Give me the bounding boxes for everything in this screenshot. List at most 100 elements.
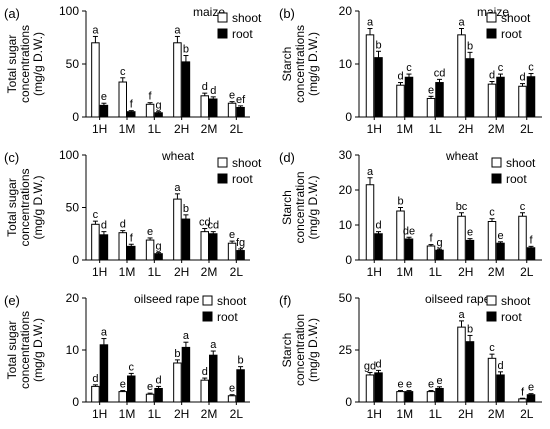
y-axis-label: concentrations (18, 25, 32, 103)
chart-title: wheat (445, 149, 479, 163)
significance-letter: d (202, 81, 208, 93)
bar-shoot (426, 391, 436, 403)
x-tick-label: 1H (92, 122, 107, 136)
significance-letter: e (436, 375, 442, 387)
significance-letter: a (210, 339, 217, 351)
significance-letter: d (397, 71, 403, 83)
significance-letter: c (406, 62, 412, 74)
x-tick-label: 1H (367, 265, 382, 279)
bar-root (127, 111, 136, 118)
legend-swatch-shoot (217, 12, 228, 23)
x-tick-label: 1H (367, 122, 382, 136)
y-tick-label: 100 (59, 4, 79, 18)
significance-letter: b (467, 323, 473, 335)
significance-letter: a (367, 16, 374, 28)
y-axis-label: (mg/g D.W.) (306, 175, 320, 239)
x-tick-label: 1M (119, 407, 136, 421)
bar-shoot (426, 97, 436, 118)
bar-shoot (396, 391, 405, 403)
bar-root (404, 76, 414, 118)
bar-root (99, 104, 109, 118)
y-axis-label: (mg/g D.W.) (306, 32, 320, 96)
legend-swatch-shoot (486, 295, 497, 306)
legend-label-shoot: shoot (506, 156, 536, 170)
significance-letter: d (375, 220, 381, 232)
bar-root (181, 346, 191, 403)
y-tick-label: 0 (345, 110, 352, 124)
bar-root (209, 354, 218, 403)
x-tick-label: 2M (488, 122, 505, 136)
bar-root (127, 375, 136, 403)
bar-root (465, 341, 475, 403)
significance-letter: e (406, 379, 412, 391)
x-tick-label: 1M (119, 265, 136, 279)
significance-letter: c (520, 201, 526, 213)
significance-letter: a (174, 182, 181, 194)
bar-shoot (200, 379, 209, 403)
bar-shoot (365, 184, 375, 261)
significance-letter: cd (199, 217, 211, 229)
significance-letter: f (130, 232, 134, 244)
x-tick-label: 1L (148, 122, 162, 136)
bar-shoot (457, 215, 466, 261)
significance-letter: e (101, 91, 107, 103)
significance-letter: d (497, 360, 503, 372)
x-tick-label: 1M (119, 122, 136, 136)
significance-letter: cd (207, 220, 219, 232)
chart-title: wheat (161, 149, 195, 163)
y-axis-label: Starch (280, 190, 294, 225)
y-tick-label: 50 (66, 57, 80, 71)
significance-letter: c (528, 62, 534, 74)
x-tick-label: 2H (174, 265, 189, 279)
significance-letter: b (467, 40, 473, 52)
bar-root (374, 57, 383, 118)
bar-shoot (91, 223, 100, 261)
significance-letter: e (428, 84, 434, 96)
significance-letter: e (229, 383, 235, 395)
bar-root (209, 233, 218, 261)
y-axis-label: Total sugar (5, 178, 19, 237)
bar-shoot (118, 391, 127, 403)
bar-root (209, 98, 218, 118)
x-tick-label: 2L (520, 122, 534, 136)
chart-title: maize (477, 5, 509, 19)
panel-label: (d) (279, 150, 295, 165)
y-tick-label: 0 (345, 253, 352, 267)
y-tick-label: 20 (66, 291, 80, 305)
significance-letter: e (229, 229, 235, 241)
bar-shoot (145, 103, 155, 118)
significance-letter: e (147, 226, 153, 238)
chart-panel-2: (b) Starch concentrations (mg/g D.W.) 0 10 20 m… (279, 4, 542, 136)
legend-swatch-root (491, 173, 502, 184)
bar-root (465, 58, 475, 118)
panel-label: (c) (4, 150, 19, 165)
significance-letter: fg (236, 237, 245, 249)
x-tick-label: 1L (429, 407, 443, 421)
significance-letter: c (489, 342, 495, 354)
bar-root (496, 242, 505, 261)
bar-shoot (91, 42, 100, 118)
bar-root (99, 344, 109, 403)
legend-swatch-root (486, 311, 497, 322)
bar-shoot (173, 362, 182, 403)
x-tick-label: 2M (488, 407, 505, 421)
bar-root (435, 82, 444, 118)
bar-shoot (227, 102, 237, 118)
bar-root (127, 245, 136, 261)
y-axis-label: (mg/g D.W.) (31, 175, 45, 239)
legend-label-root: root (217, 310, 238, 324)
bar-shoot (227, 395, 237, 403)
x-tick-label: 2M (488, 265, 505, 279)
bar-shoot (426, 245, 436, 261)
bar-shoot (200, 95, 209, 118)
significance-letter: d (202, 366, 208, 378)
panel-label: (b) (279, 6, 295, 21)
legend-label-shoot: shoot (232, 11, 262, 25)
legend-label-shoot: shoot (501, 294, 531, 308)
significance-letter: d (375, 358, 381, 370)
bar-root (496, 76, 505, 118)
bar-shoot (396, 84, 405, 118)
significance-letter: d (101, 220, 107, 232)
bar-root (526, 394, 536, 403)
significance-letter: d (489, 69, 495, 81)
